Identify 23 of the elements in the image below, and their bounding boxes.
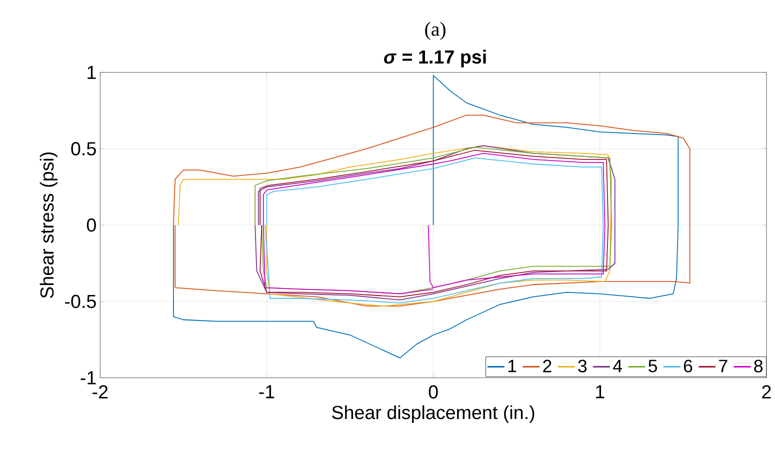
chart-title: (a) [425,22,446,40]
y-tick-label: 0 [86,218,96,232]
legend-label: 3 [578,360,587,372]
x-tick-label: 1 [596,385,604,398]
x-tick-label: -1 [259,385,274,398]
legend-label: 6 [684,360,692,372]
y-tick-label: 0.5 [71,142,96,156]
y-axis-title: Shear stress (psi) [40,152,58,298]
line-series [173,114,690,306]
chart-subtitle: σ = 1.17 psi [384,50,486,68]
legend-label: 4 [613,360,622,372]
x-tick-label: 0 [428,385,438,399]
x-tick-label: 2 [762,385,771,398]
legend-label: 1 [508,360,516,372]
x-axis-title: Shear displacement (in.) [332,405,534,423]
legend-label: 2 [543,360,552,372]
legend-label: 8 [754,360,763,372]
y-tick-label: -0.5 [65,294,96,308]
y-tick-label: 1 [88,66,96,79]
x-tick-label: -2 [92,385,108,398]
legend-label: 7 [719,360,728,372]
y-tick-label: -1 [80,371,96,384]
legend-label: 5 [648,360,657,372]
